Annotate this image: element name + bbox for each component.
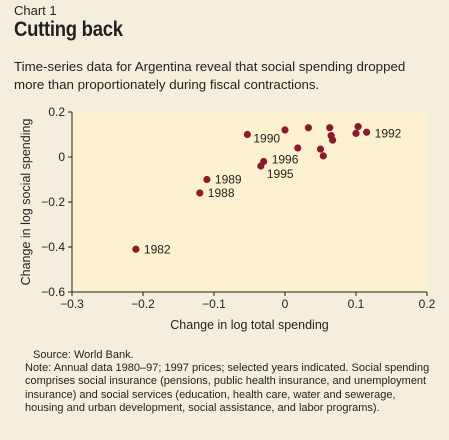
point-year-label: 1982 bbox=[144, 242, 171, 256]
data-point bbox=[196, 189, 204, 197]
data-point bbox=[294, 144, 302, 152]
y-tick-label: 0 bbox=[58, 150, 65, 164]
x-tick-label: 0.1 bbox=[348, 297, 365, 311]
point-year-label: 1995 bbox=[267, 167, 294, 181]
point-year-label: 1996 bbox=[272, 153, 299, 167]
x-tick-label: 0.2 bbox=[419, 297, 436, 311]
chart-number: Chart 1 bbox=[14, 3, 57, 18]
data-point bbox=[352, 129, 360, 137]
data-point bbox=[354, 123, 362, 131]
scatter-chart: −0.3 −0.2 −0.1 0 0.1 0.2 0.2 0 −0.2 −0.4 −0.6 1982… bbox=[19, 105, 436, 332]
axes: −0.3 −0.2 −0.1 0 0.1 0.2 0.2 0 −0.2 −0.4 −0.6 bbox=[41, 105, 435, 311]
point-year-label: 1990 bbox=[253, 132, 280, 146]
data-point bbox=[257, 162, 265, 170]
x-tick-label: −0.2 bbox=[131, 297, 155, 311]
y-tick-label: −0.2 bbox=[41, 195, 65, 209]
y-tick-label: 0.2 bbox=[48, 105, 65, 119]
source-note: Source: World Bank. bbox=[33, 349, 134, 361]
x-axis-title: Change in log total spending bbox=[170, 318, 329, 332]
data-point bbox=[328, 136, 337, 144]
point-year-label: 1989 bbox=[215, 173, 242, 187]
y-tick-label: −0.4 bbox=[41, 240, 65, 254]
y-tick-label: −0.6 bbox=[41, 285, 65, 299]
plot-area bbox=[72, 112, 427, 292]
x-tick-label: 0 bbox=[282, 297, 289, 311]
chart-subtitle: Time-series data for Argentina reveal th… bbox=[14, 59, 406, 92]
data-point bbox=[319, 152, 327, 160]
data-point bbox=[326, 124, 334, 132]
data-point bbox=[281, 126, 289, 134]
x-tick-label: −0.1 bbox=[202, 297, 226, 311]
data-point bbox=[304, 124, 313, 132]
y-axis-title: Change in log social spending bbox=[19, 119, 33, 286]
methodology-note: Note: Annual data 1980–97; 1997 prices; … bbox=[25, 362, 430, 415]
chart-title: Cutting back bbox=[14, 18, 123, 41]
data-point bbox=[203, 175, 211, 184]
x-tick-label: −0.3 bbox=[60, 297, 84, 311]
data-point bbox=[243, 130, 251, 139]
data-point bbox=[316, 145, 325, 153]
point-year-label: 1988 bbox=[208, 186, 235, 200]
point-year-label: 1992 bbox=[375, 126, 402, 140]
data-point bbox=[132, 245, 140, 253]
data-point bbox=[363, 128, 371, 136]
